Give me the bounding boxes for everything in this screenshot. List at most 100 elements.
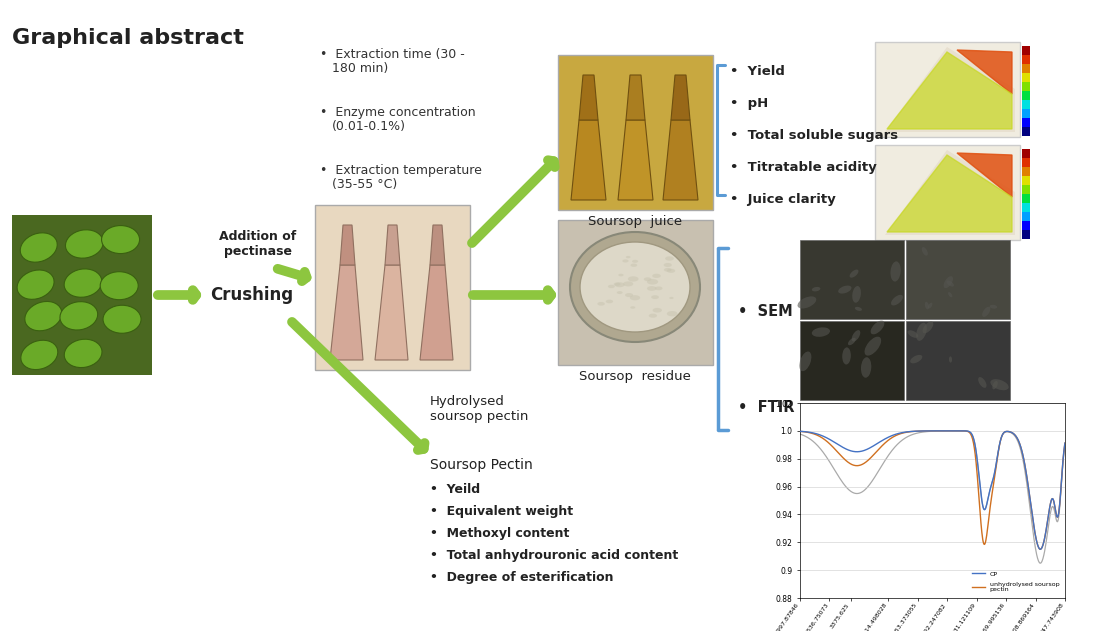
Text: (0.01-0.1%): (0.01-0.1%): [332, 120, 406, 133]
Ellipse shape: [852, 330, 861, 341]
Ellipse shape: [864, 337, 881, 356]
Ellipse shape: [652, 274, 661, 278]
Circle shape: [23, 242, 28, 247]
Circle shape: [75, 233, 80, 238]
FancyBboxPatch shape: [12, 215, 152, 375]
FancyBboxPatch shape: [558, 220, 713, 365]
Ellipse shape: [606, 300, 613, 304]
Circle shape: [120, 247, 126, 252]
Bar: [1022, 230, 1030, 239]
Text: Graphical abstract: Graphical abstract: [12, 28, 244, 48]
Circle shape: [122, 307, 127, 312]
Circle shape: [96, 242, 101, 247]
Ellipse shape: [630, 295, 640, 300]
Polygon shape: [579, 75, 598, 120]
Ellipse shape: [928, 303, 933, 309]
Polygon shape: [340, 225, 355, 265]
unhydrolysed soursop
pectin: [971, 474, 985, 481]
Ellipse shape: [646, 279, 659, 285]
Polygon shape: [375, 265, 408, 360]
Ellipse shape: [891, 295, 903, 305]
CP: [840, 445, 853, 453]
Line: unhydrolysed soursop
pectin: unhydrolysed soursop pectin: [800, 431, 1065, 549]
Ellipse shape: [923, 321, 934, 333]
Ellipse shape: [617, 291, 622, 294]
Bar: [1022, 176, 1030, 185]
Circle shape: [23, 356, 29, 361]
Polygon shape: [571, 120, 606, 200]
Circle shape: [67, 277, 72, 282]
Bar: [1022, 212, 1030, 221]
Ellipse shape: [24, 302, 62, 331]
Ellipse shape: [799, 351, 811, 371]
Polygon shape: [618, 120, 653, 200]
Circle shape: [35, 273, 41, 277]
Circle shape: [52, 307, 56, 312]
Polygon shape: [385, 225, 400, 265]
Circle shape: [75, 250, 80, 255]
Ellipse shape: [871, 321, 884, 334]
Text: Soursop Pectin: Soursop Pectin: [430, 458, 533, 472]
Circle shape: [92, 345, 96, 350]
Circle shape: [78, 304, 84, 309]
Circle shape: [83, 341, 88, 346]
FancyBboxPatch shape: [800, 240, 904, 319]
Ellipse shape: [947, 281, 954, 286]
Circle shape: [52, 320, 56, 325]
Text: •  Total soluble sugars: • Total soluble sugars: [730, 129, 898, 142]
Circle shape: [20, 286, 25, 291]
Ellipse shape: [622, 259, 629, 262]
Ellipse shape: [65, 230, 103, 258]
Ellipse shape: [20, 233, 57, 262]
Bar: [1022, 118, 1030, 127]
Circle shape: [70, 305, 74, 310]
Ellipse shape: [580, 242, 690, 332]
Ellipse shape: [619, 274, 623, 276]
Circle shape: [87, 307, 92, 312]
Circle shape: [83, 271, 88, 276]
Circle shape: [50, 245, 55, 250]
Circle shape: [34, 305, 39, 310]
Circle shape: [74, 272, 78, 277]
Polygon shape: [885, 47, 1015, 132]
Ellipse shape: [861, 357, 872, 378]
Ellipse shape: [978, 377, 987, 388]
Circle shape: [130, 323, 135, 328]
Circle shape: [113, 326, 117, 331]
Ellipse shape: [850, 269, 859, 278]
Ellipse shape: [623, 281, 633, 286]
Circle shape: [106, 314, 112, 318]
Circle shape: [44, 276, 49, 281]
Circle shape: [129, 244, 134, 249]
Ellipse shape: [625, 293, 633, 297]
Circle shape: [35, 292, 41, 297]
Ellipse shape: [925, 302, 929, 309]
Text: •  pH: • pH: [730, 97, 768, 110]
Ellipse shape: [646, 286, 656, 291]
CP: [949, 427, 962, 435]
Polygon shape: [887, 155, 1012, 232]
Circle shape: [43, 304, 49, 309]
Circle shape: [27, 273, 31, 278]
FancyBboxPatch shape: [875, 145, 1020, 240]
Text: (35-55 °C): (35-55 °C): [332, 178, 398, 191]
Circle shape: [92, 287, 96, 292]
Circle shape: [29, 254, 34, 259]
Ellipse shape: [644, 277, 652, 281]
Circle shape: [83, 290, 88, 295]
Ellipse shape: [911, 355, 923, 363]
Circle shape: [122, 327, 127, 332]
Circle shape: [112, 228, 116, 233]
Circle shape: [40, 362, 44, 367]
Ellipse shape: [664, 263, 672, 267]
Text: •  Extraction temperature: • Extraction temperature: [320, 164, 482, 177]
unhydrolysed soursop
pectin: [793, 428, 807, 435]
Circle shape: [34, 322, 39, 327]
Bar: [1022, 109, 1030, 118]
Polygon shape: [885, 150, 1015, 235]
Circle shape: [27, 291, 31, 296]
unhydrolysed soursop
pectin: [993, 439, 1007, 447]
Circle shape: [70, 322, 74, 327]
Ellipse shape: [907, 330, 918, 338]
Circle shape: [43, 324, 49, 329]
